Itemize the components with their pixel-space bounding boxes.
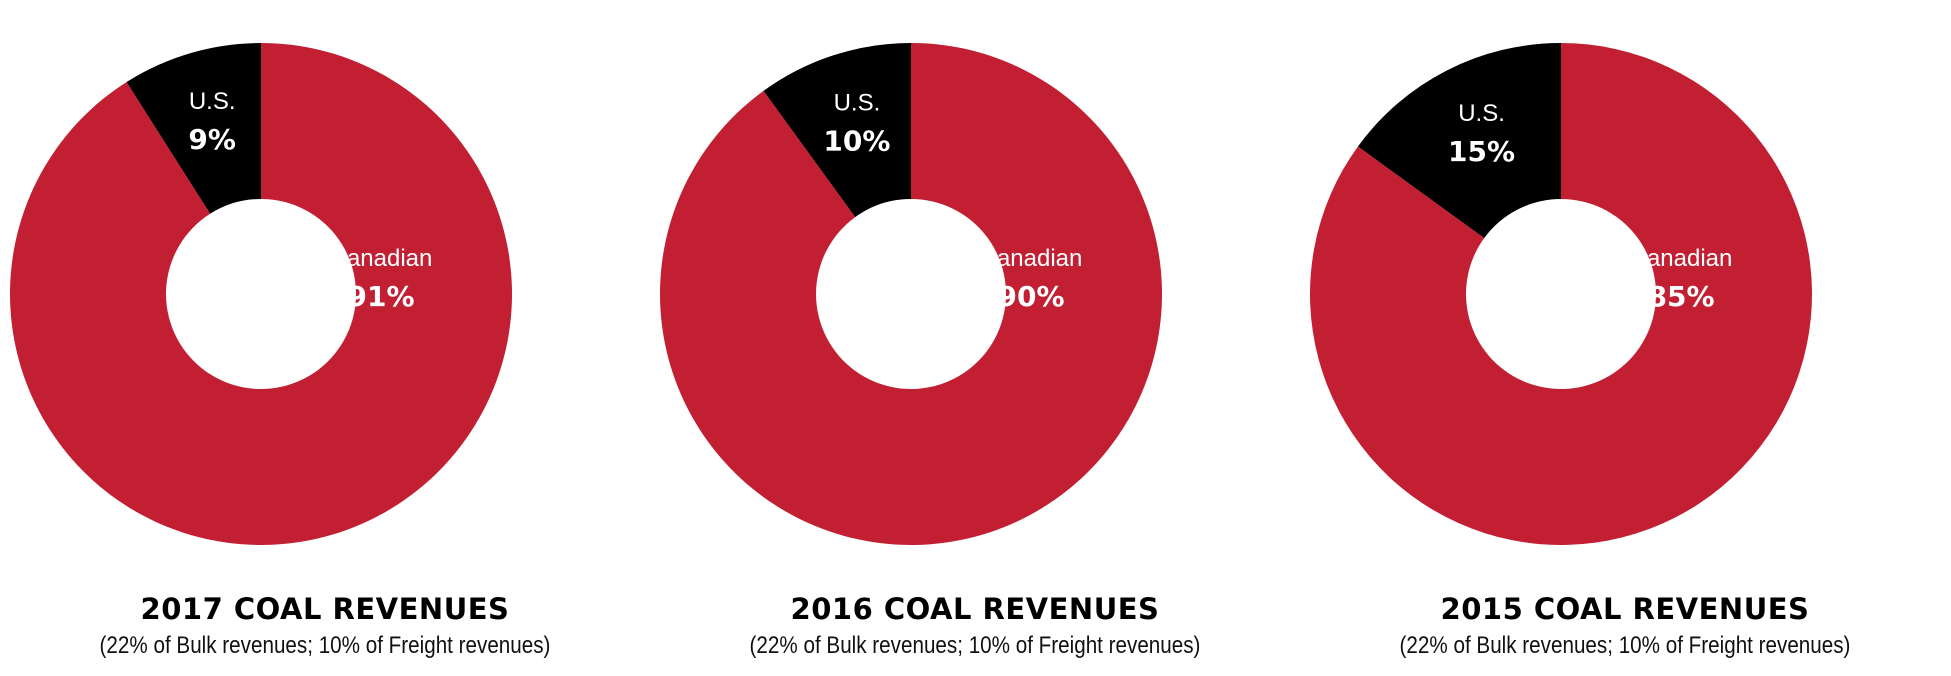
chart-title-2015: 2015 COAL REVENUES (1440, 592, 1810, 626)
canadian-value-2015: 85% (1647, 280, 1714, 313)
slice-canadian-2016 (660, 43, 1162, 545)
chart-subtitle-2015: (22% of Bulk revenues; 10% of Freight re… (1399, 632, 1851, 659)
slice-canadian-2017 (9, 43, 512, 545)
canadian-label-2016: Canadian (980, 245, 1083, 272)
us-value-2015: 15% (1448, 135, 1515, 168)
slice-canadian-2015 (1310, 43, 1812, 545)
donut-chart-2016: U.S. 10% Canadian 90% (660, 43, 1162, 545)
donut-chart-2015: U.S. 15% Canadian 85% (1310, 43, 1812, 545)
slice-us-2016 (763, 43, 911, 218)
us-label-2017: U.S. (189, 88, 236, 115)
chart-title-2016: 2016 COAL REVENUES (790, 592, 1160, 626)
us-value-2017: 9% (188, 123, 236, 156)
donut-chart-2017: U.S. 9% Canadian 91% (9, 43, 512, 545)
us-label-2016: U.S. (834, 90, 881, 117)
chart-subtitle-2017: (22% of Bulk revenues; 10% of Freight re… (99, 632, 551, 659)
us-value-2016: 10% (823, 125, 890, 158)
canadian-label-2015: Canadian (1630, 245, 1733, 272)
canadian-value-2016: 90% (997, 280, 1064, 313)
chart-panel-2017: U.S. 9% Canadian 91% 2017 COAL REVENUES (22… (0, 0, 650, 676)
chart-panel-2016: U.S. 10% Canadian 90% 2016 COAL REVENUES (2… (650, 0, 1300, 676)
chart-panel-2015: U.S. 15% Canadian 85% 2015 COAL REVENUES (2… (1300, 0, 1950, 676)
us-label-2015: U.S. (1458, 100, 1505, 127)
chart-title-2017: 2017 COAL REVENUES (140, 592, 510, 626)
slice-us-2015 (1357, 43, 1561, 239)
canadian-label-2017: Canadian (330, 245, 433, 272)
slice-us-2017 (126, 43, 261, 214)
canadian-value-2017: 91% (347, 280, 414, 313)
chart-subtitle-2016: (22% of Bulk revenues; 10% of Freight re… (749, 632, 1201, 659)
